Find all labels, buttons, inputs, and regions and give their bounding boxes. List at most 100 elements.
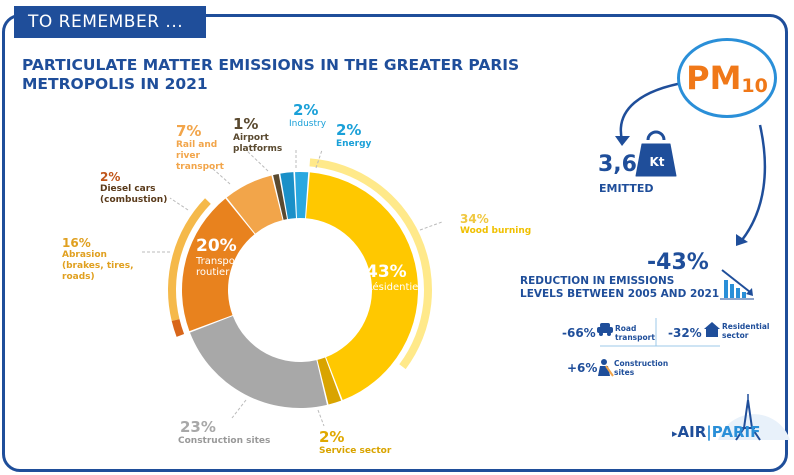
diesel-name-1: Diesel cars: [100, 184, 156, 194]
abrasion-name-3: roads): [62, 272, 95, 282]
diesel-pct: 2%: [100, 170, 121, 184]
title-line-1: PARTICULATE MATTER EMISSIONS IN THE GREA…: [22, 56, 520, 74]
wood-label: 34% Wood burning: [460, 212, 531, 237]
rail-pct: 7%: [176, 122, 202, 140]
slice-r-sidentiel: [306, 172, 419, 401]
diesel-label: 2% Diesel cars (combustion): [100, 170, 167, 206]
slice-transport-routier: [182, 198, 255, 332]
slice-service-sector: [317, 357, 342, 405]
residential-label-1: Residential: [722, 322, 770, 331]
leader-line-3: [211, 167, 231, 185]
service-label: 2% Service sector: [319, 428, 391, 457]
leader-line-8: [419, 221, 443, 231]
slice-energy: [295, 172, 309, 219]
emitted-label: EMITTED: [599, 182, 654, 195]
residential-label-2: sector: [722, 331, 749, 340]
label-leader-lines: [142, 149, 443, 427]
emitted-unit: Kt: [649, 155, 665, 169]
residential-pct: 43%: [366, 262, 407, 282]
energy-label: 2% Energy: [336, 121, 371, 150]
to-remember-banner: TO REMEMBER ...: [14, 6, 206, 38]
construction-label-2: sites: [614, 368, 635, 377]
airport-name-1: Airport: [233, 133, 269, 143]
logo-part-1: AIR: [677, 423, 707, 441]
car-icon: [597, 323, 613, 336]
construction-change-label: Construction sites: [614, 359, 668, 377]
residential-name: Résidentiel: [366, 282, 422, 293]
card-frame: [2, 14, 788, 472]
wood-name: Wood burning: [460, 226, 532, 236]
energy-pct: 2%: [336, 121, 362, 139]
airparif-logo-icon: [718, 394, 790, 441]
house-icon: [704, 322, 720, 337]
declining-bars-icon: [720, 269, 754, 300]
residential-inner-label: 43% Résidentiel: [366, 262, 421, 293]
energy-name: Energy: [336, 139, 372, 149]
emitted-value: 3,6: [598, 152, 637, 177]
rail-label: 7% Rail and river transport: [176, 122, 224, 173]
wood-pct: 34%: [460, 212, 489, 226]
rail-name-2: river: [176, 151, 200, 161]
airparif-logo: ▸AIR|PARIF: [672, 423, 761, 441]
band-abrasion-brakes-tires-roads: [168, 198, 211, 322]
industry-name: Industry: [289, 119, 327, 129]
leader-line-7: [317, 409, 325, 427]
airport-pct: 1%: [233, 115, 259, 133]
donut-chart: [168, 158, 432, 409]
arrow-pm-to-mass: [619, 80, 689, 141]
construction-label: 23% Construction sites: [178, 418, 270, 447]
title-line-2: METROPOLIS IN 2021: [22, 75, 208, 93]
transport-pct: 20%: [196, 236, 237, 256]
abrasion-label: 16% Abrasion (brakes, tires, roads): [62, 236, 134, 283]
airport-name-2: platforms: [233, 144, 283, 154]
service-name: Service sector: [319, 446, 392, 456]
service-pct: 2%: [319, 428, 345, 446]
construction-change-value: +6%: [567, 361, 598, 375]
arrow-head-1: [615, 136, 630, 146]
slice-construction-sites: [189, 316, 327, 409]
transport-name-1: Transport: [196, 256, 243, 267]
transport-inner-label: 20% Transport routier: [196, 236, 243, 278]
construction-worker-icon: [598, 359, 614, 377]
reduction-title-line-2: LEVELS BETWEEN 2005 AND 2021: [520, 288, 720, 300]
leader-line-6: [231, 399, 247, 419]
diesel-name-2: (combustion): [100, 195, 168, 205]
abrasion-name-2: (brakes, tires,: [62, 261, 134, 271]
rail-name-1: Rail and: [176, 140, 218, 150]
pm10-badge: PM10: [677, 38, 777, 118]
pm-text: PM10: [686, 59, 768, 97]
band-wood-burning: [309, 158, 432, 370]
residential-reduction-value: -32%: [668, 326, 702, 340]
transport-name-2: routier: [196, 267, 230, 278]
slice-airport-platforms: [273, 173, 288, 220]
slice-industry: [280, 172, 296, 220]
leader-line-4: [169, 197, 189, 211]
industry-pct: 2%: [293, 101, 319, 119]
abrasion-pct: 16%: [62, 236, 91, 250]
construction-name: Construction sites: [178, 436, 271, 446]
road-reduction-label: Road transport: [615, 324, 655, 342]
arrow-head-2: [736, 234, 748, 246]
chart-title: PARTICULATE MATTER EMISSIONS IN THE GREA…: [22, 56, 522, 94]
rail-name-3: transport: [176, 162, 224, 172]
construction-label-1: Construction: [614, 359, 669, 368]
leader-line-2: [245, 149, 269, 172]
abrasion-name-1: Abrasion: [62, 250, 107, 260]
road-label-1: Road: [615, 324, 637, 333]
leader-line-1: [315, 149, 323, 169]
construction-pct: 23%: [180, 418, 216, 436]
industry-label: 2% Industry: [289, 101, 326, 129]
band-diesel-cars-combustion: [171, 319, 185, 337]
road-reduction-value: -66%: [562, 326, 596, 340]
weight-icon: [635, 130, 677, 177]
reduction-value: -43%: [647, 250, 709, 275]
airport-label: 1% Airport platforms: [233, 115, 282, 155]
pm-subscript: 10: [741, 75, 768, 97]
slice-rail-and-river-transport: [226, 175, 283, 234]
reduction-title-line-1: REDUCTION IN EMISSIONS: [520, 275, 675, 287]
road-label-2: transport: [615, 333, 655, 342]
logo-part-2: PARIF: [711, 423, 761, 441]
residential-reduction-label: Residential sector: [722, 322, 769, 340]
arrow-mass-to-reduction: [741, 124, 767, 241]
